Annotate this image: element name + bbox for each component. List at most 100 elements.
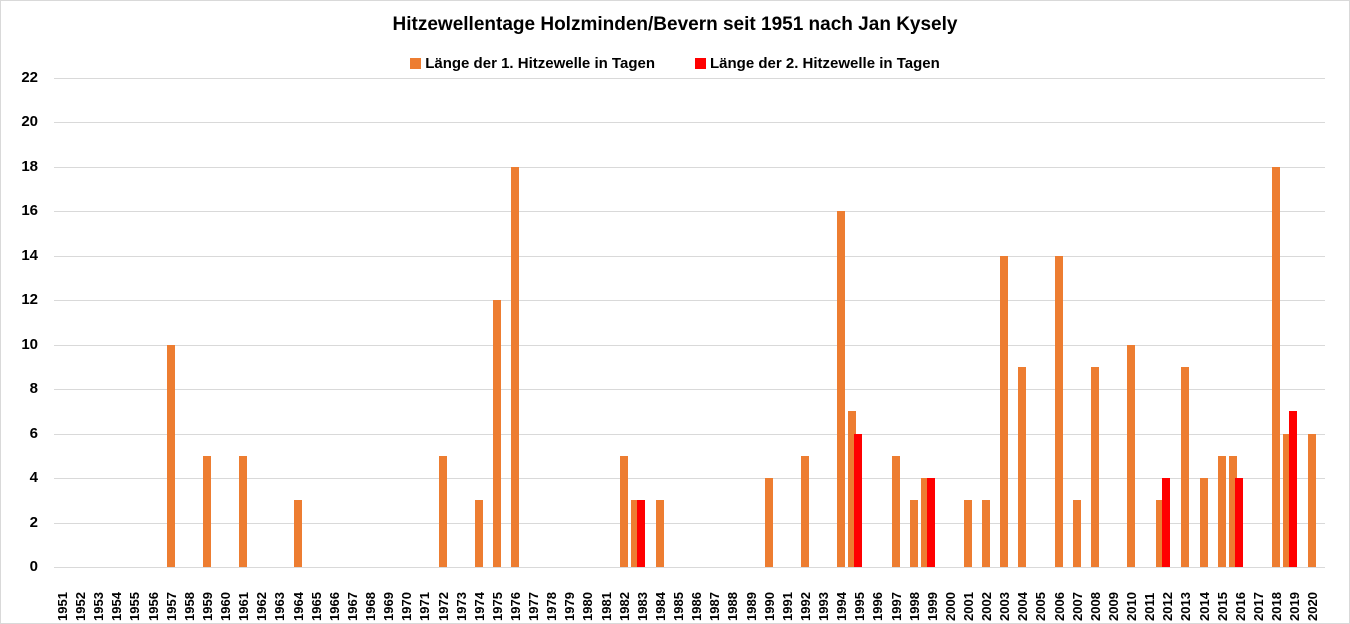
bar-first-wave — [1000, 255, 1009, 567]
x-tick-label: 1973 — [453, 592, 469, 621]
x-tick-label: 1970 — [399, 592, 415, 621]
bar-first-wave — [920, 478, 929, 567]
x-tick-label: 1972 — [435, 592, 451, 621]
x-tick-label: 1999 — [924, 592, 940, 621]
x-tick-label: 1982 — [616, 592, 632, 621]
gridline — [54, 567, 1325, 568]
x-tick-label: 2017 — [1250, 592, 1266, 621]
x-tick-label: 2012 — [1160, 592, 1176, 621]
x-tick-label: 1984 — [652, 592, 668, 621]
y-tick-label: 16 — [21, 202, 38, 220]
gridline — [54, 344, 1325, 346]
bar-first-wave — [891, 455, 900, 567]
bar-first-wave — [1283, 433, 1292, 567]
bar-second-wave — [926, 478, 935, 567]
x-tick-label: 2003 — [997, 592, 1013, 621]
gridline — [54, 122, 1325, 124]
x-tick-label: 1990 — [761, 592, 777, 621]
gridline — [54, 300, 1325, 302]
x-tick-label: 2020 — [1305, 592, 1321, 621]
bar-first-wave — [848, 411, 857, 567]
bar-first-wave — [474, 500, 483, 567]
x-tick-label: 1955 — [127, 592, 143, 621]
x-tick-label: 2009 — [1105, 592, 1121, 621]
legend-item-second-wave: Länge der 2. Hitzewelle in Tagen — [695, 55, 940, 72]
x-tick-label: 2008 — [1087, 592, 1103, 621]
y-tick-label: 22 — [21, 69, 38, 86]
bar-first-wave — [1156, 500, 1165, 567]
bar-first-wave — [982, 500, 991, 567]
bar-first-wave — [1308, 433, 1317, 567]
bar-first-wave — [1072, 500, 1081, 567]
x-tick-label: 2019 — [1287, 592, 1303, 621]
legend-swatch-orange — [410, 58, 422, 69]
x-tick-label: 2007 — [1069, 592, 1085, 621]
bar-second-wave — [854, 433, 863, 567]
x-tick-label: 1962 — [254, 592, 270, 621]
legend-item-first-wave: Länge der 1. Hitzewelle in Tagen — [410, 55, 655, 72]
gridline — [54, 78, 1325, 79]
x-tick-label: 1976 — [508, 592, 523, 621]
y-tick-label: 6 — [29, 424, 38, 442]
x-tick-label: 1964 — [290, 592, 306, 621]
x-tick-label: 1968 — [363, 592, 379, 621]
x-tick-label: 1961 — [236, 592, 252, 621]
gridline — [54, 478, 1325, 480]
bar-first-wave — [1217, 455, 1226, 567]
x-tick-label: 1980 — [580, 592, 596, 621]
x-tick-label: 1981 — [598, 592, 614, 621]
bar-first-wave — [438, 455, 447, 567]
x-tick-label: 2014 — [1196, 592, 1212, 621]
x-tick-label: 1988 — [725, 592, 741, 621]
x-tick-label: 1996 — [870, 592, 886, 621]
bar-first-wave — [511, 166, 519, 567]
x-tick-label: 1963 — [272, 592, 288, 621]
x-tick-label: 1960 — [218, 592, 234, 621]
y-tick-label: 4 — [29, 469, 38, 487]
chart-legend: Länge der 1. Hitzewelle in Tagen Länge d… — [0, 55, 1350, 72]
x-tick-label: 2015 — [1214, 592, 1230, 621]
x-tick-label: 1979 — [562, 592, 578, 621]
x-tick-label: 1971 — [417, 592, 433, 621]
x-tick-label: 1985 — [671, 592, 687, 621]
x-tick-label: 1998 — [906, 592, 922, 621]
gridline — [54, 433, 1325, 435]
x-tick-label: 1953 — [91, 592, 107, 621]
bar-first-wave — [764, 478, 773, 567]
x-tick-label: 2001 — [961, 592, 976, 621]
x-tick-label: 1967 — [344, 592, 360, 621]
x-tick-label: 1992 — [797, 592, 813, 621]
bar-first-wave — [166, 344, 175, 567]
x-tick-label: 1966 — [326, 592, 342, 621]
y-tick-label: 14 — [21, 246, 38, 264]
bar-first-wave — [964, 500, 972, 567]
bar-second-wave — [636, 500, 645, 567]
gridline — [54, 522, 1325, 524]
bar-first-wave — [1272, 166, 1281, 567]
y-tick-label: 12 — [21, 291, 38, 309]
x-tick-label: 1959 — [199, 592, 215, 621]
bar-first-wave — [1181, 366, 1190, 567]
x-tick-label: 2013 — [1178, 592, 1194, 621]
y-tick-label: 10 — [21, 335, 38, 353]
y-tick-label: 0 — [29, 558, 38, 575]
y-tick-label: 18 — [21, 157, 38, 175]
bar-first-wave — [630, 500, 639, 567]
gridline — [54, 166, 1325, 168]
bar-first-wave — [1054, 255, 1063, 567]
x-tick-label: 1986 — [689, 592, 705, 621]
x-tick-label: 1969 — [381, 592, 397, 621]
x-tick-label: 2000 — [942, 592, 958, 621]
x-tick-label: 1952 — [73, 592, 89, 621]
x-tick-label: 1965 — [308, 592, 324, 621]
x-tick-label: 2011 — [1142, 592, 1158, 621]
x-tick-label: 1989 — [743, 592, 759, 621]
x-tick-label: 1974 — [471, 592, 487, 621]
y-tick-label: 20 — [21, 113, 38, 131]
x-tick-label: 2016 — [1232, 592, 1248, 621]
x-tick-label: 2002 — [979, 592, 995, 621]
bar-second-wave — [1234, 478, 1243, 567]
bar-first-wave — [909, 500, 918, 567]
x-tick-label: 1991 — [779, 592, 795, 621]
x-tick-label: 1978 — [544, 592, 560, 621]
